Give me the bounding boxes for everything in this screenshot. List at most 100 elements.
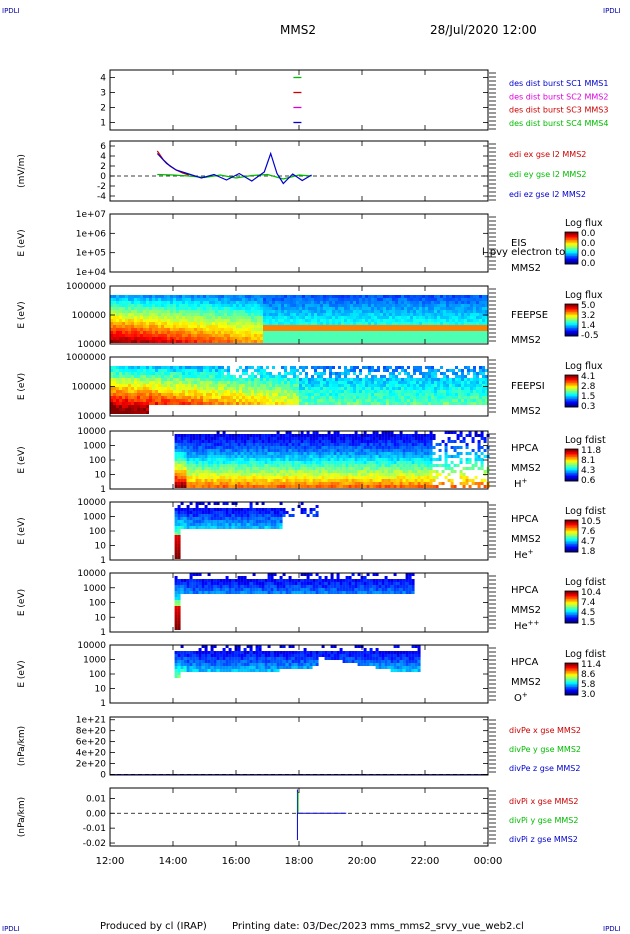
colorbar-cell [565,248,578,250]
spectrogram-cell [201,476,205,479]
spectrogram-cell [161,384,164,387]
spectrogram-cell [305,304,308,307]
spectrogram-cell [236,334,239,337]
spectrogram-cell [185,369,188,372]
spectrogram-cell [128,411,131,414]
spectrogram-cell [155,390,158,393]
spectrogram-cell [215,396,218,399]
spectrogram-cell [291,464,295,467]
spectrogram-cell [252,446,256,449]
spectrogram-cell [251,378,254,381]
spectrogram-cell [282,446,286,449]
spectrogram-cell [377,298,380,301]
spectrogram-cell [428,402,431,405]
spectrogram-cell [264,440,268,443]
spectrogram-cell [161,366,164,369]
spectrogram-cell [170,369,173,372]
spectrogram-cell [470,390,473,393]
spectrogram-cell [285,431,289,434]
spectrogram-cell [263,307,266,310]
spectrogram-cell [288,455,292,458]
spectrogram-cell [392,393,395,396]
spectrogram-cell [374,340,377,343]
spectrogram-cell [407,307,410,310]
spectrogram-cell [389,399,392,402]
spectrogram-cell [354,446,358,449]
spectrogram-cell [317,402,320,405]
spectrogram-cell [125,325,128,328]
spectrogram-cell [203,331,206,334]
spectrogram-cell [276,440,280,443]
spectrogram-cell [131,304,134,307]
spectrogram-cell [458,307,461,310]
spectrogram-cell [356,313,359,316]
spectrogram-cell [140,372,143,375]
spectrogram-cell [125,405,128,408]
spectrogram-cell [219,485,223,488]
spectrogram-cell [210,485,214,488]
colorbar-cell [565,387,578,390]
spectrogram-cell [252,470,256,473]
spectrogram-cell [299,381,302,384]
spectrogram-cell [278,337,281,340]
spectrogram-cell [329,399,332,402]
spectrogram-cell [113,402,116,405]
spectrogram-cell [284,325,287,328]
spectrogram-cell [335,301,338,304]
spectrogram-cell [437,310,440,313]
spectrogram-cell [290,328,293,331]
spectrogram-cell [122,319,125,322]
spectrogram-cell [225,476,229,479]
spectrogram-cell [314,322,317,325]
spectrogram-cell [383,390,386,393]
spectrogram-cell [197,331,200,334]
spectrogram-cell [176,319,179,322]
spectrogram-cell [146,322,149,325]
spectrogram-cell [179,322,182,325]
spectrogram-cell [309,434,313,437]
spectrogram-cell [348,473,352,476]
spectrogram-cell [476,295,479,298]
spectrogram-cell [215,399,218,402]
spectrogram-cell [317,298,320,301]
spectrogram-cell [128,298,131,301]
spectrogram-cell [452,396,455,399]
spectrogram-cell [317,325,320,328]
spectrogram-cell [245,366,248,369]
spectrogram-cell [236,396,239,399]
spectrogram-cell [119,295,122,298]
spectrogram-cell [161,402,164,405]
spectrogram-cell [347,319,350,322]
spectrogram-cell [446,322,449,325]
spectrogram-cell [218,366,221,369]
spectrogram-cell [479,313,482,316]
spectrogram-cell [287,337,290,340]
spectrogram-cell [467,378,470,381]
spectrogram-cell [186,473,190,476]
spectrogram-cell [125,396,128,399]
spectrogram-cell [354,476,358,479]
spectrogram-cell [230,337,233,340]
spectrogram-cell [300,437,304,440]
spectrogram-cell [249,458,253,461]
spectrogram-cell [260,310,263,313]
spectrogram-cell [191,313,194,316]
spectrogram-cell [206,301,209,304]
spectrogram-cell [134,399,137,402]
spectrogram-cell [410,387,413,390]
spectrogram-cell [368,384,371,387]
spectrogram-cell [312,443,316,446]
spectrogram-cell [380,399,383,402]
spectrogram-cell [359,396,362,399]
spectrogram-cell [149,372,152,375]
spectrogram-cell [329,325,332,328]
spectrogram-cell [303,473,307,476]
spectrogram-cell [356,301,359,304]
spectrogram-cell [293,322,296,325]
spectrogram-cell [422,378,425,381]
spectrogram-cell [467,301,470,304]
spectrogram-cell [291,452,295,455]
spectrogram-cell [386,304,389,307]
spectrogram-cell [410,328,413,331]
spectrogram-cell [455,334,458,337]
